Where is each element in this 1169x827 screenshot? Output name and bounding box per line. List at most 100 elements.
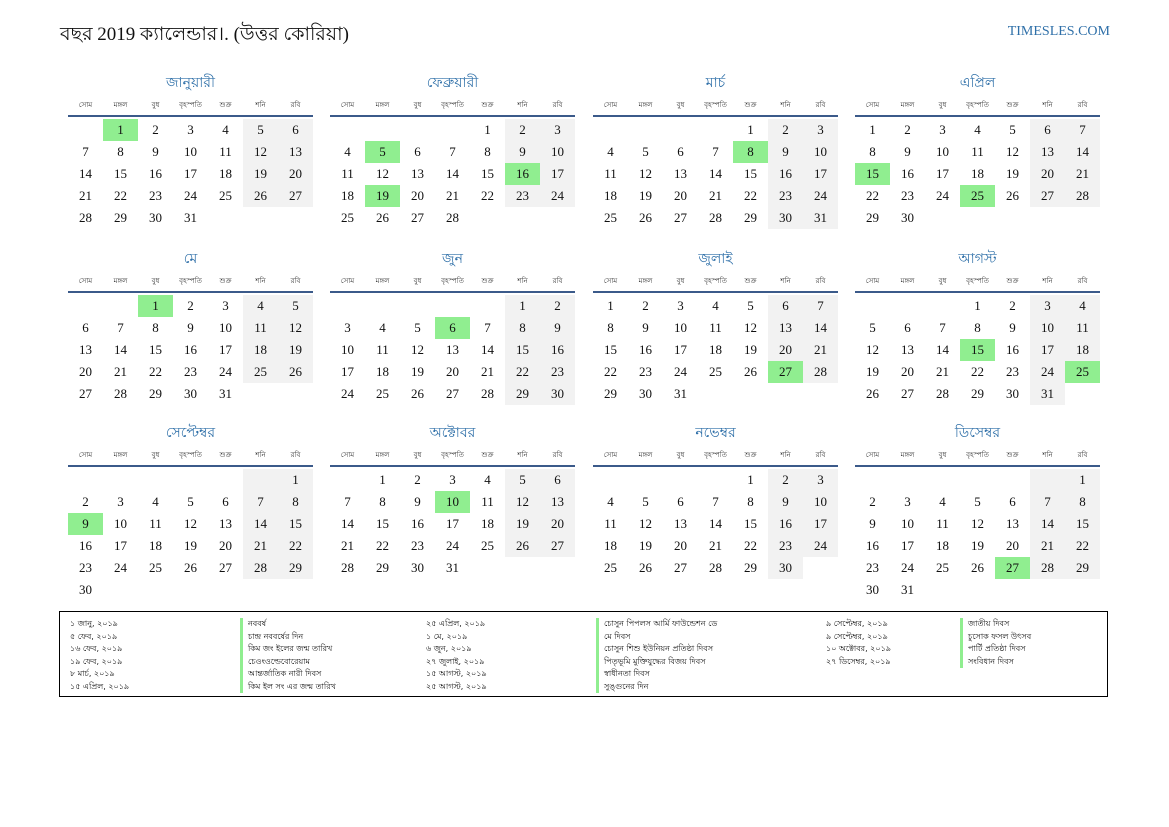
weekday-label: শনি [255, 277, 266, 285]
day-cell: 9 [768, 141, 803, 163]
day-cell: 16 [768, 513, 803, 535]
holiday-name: সংবিধান দিবস [960, 655, 1031, 668]
day-cell: 24 [341, 386, 354, 401]
weekday-label: সোম [603, 277, 618, 285]
day-cell: 7 [484, 320, 491, 335]
weekday-label: শুক্র [481, 277, 494, 285]
day-cell: 15 [114, 166, 127, 181]
holiday-date: ৫ ফেব, ২০১৯ [70, 631, 118, 641]
day-cell: 22 [278, 535, 313, 557]
day-cell: 28 [1030, 557, 1065, 579]
weekday-label: বৃহস্পতি [966, 101, 989, 109]
day-cell: 14 [936, 342, 949, 357]
day-cell: 25 [219, 188, 232, 203]
day-cell: 4 [484, 472, 491, 487]
month-8: আগস্ট সোম মঙ্গল বুধ বৃহস্পতি শুক্র শনি রবি 1 2 3 4 5… [855, 248, 1100, 405]
holiday-name: পিতৃভূমি মুক্তিযুদ্ধের বিজয় দিবস [596, 655, 717, 668]
day-cell: 10 [901, 516, 914, 531]
day-cell: 26 [971, 560, 984, 575]
day-cell: 20 [674, 188, 687, 203]
weekday-label: সোম [865, 277, 880, 285]
month-title: জুন [442, 251, 463, 267]
empty-day-cell [243, 469, 278, 491]
day-cell: 20 [1030, 163, 1065, 185]
day-cell: 6 [414, 144, 421, 159]
day-cell: 17 [803, 513, 838, 535]
day-cell: 5 [869, 320, 876, 335]
empty-day-cell [435, 119, 470, 141]
day-cell: 12 [505, 491, 540, 513]
weekday-header: সোম মঙ্গল বুধ বৃহস্পতি শুক্র শনি রবি [330, 98, 575, 117]
weekday-label: বৃহস্পতি [179, 451, 202, 459]
day-cell: 19 [744, 342, 757, 357]
day-cell: 6 [904, 320, 911, 335]
day-cell: 24 [184, 188, 197, 203]
day-cell: 13 [674, 166, 687, 181]
day-cell: 20 [1006, 538, 1019, 553]
empty-day-cell [593, 119, 628, 141]
day-cell: 9 [642, 320, 649, 335]
day-cell: 18 [604, 538, 617, 553]
day-cell: 17 [114, 538, 127, 553]
weekday-label: বুধ [151, 451, 160, 459]
day-cell: 2 [505, 119, 540, 141]
day-cell: 13 [219, 516, 232, 531]
day-cell: 18 [1065, 339, 1100, 361]
day-cell: 16 [79, 538, 92, 553]
holiday-date: ১৯ ফেব, ২০১৯ [70, 656, 123, 666]
month-title: অক্টোবর [429, 425, 476, 441]
weekday-label: রবি [552, 101, 563, 109]
day-cell: 15 [960, 339, 995, 361]
day-cell: 14 [709, 516, 722, 531]
day-cell: 23 [1006, 364, 1019, 379]
weekday-label: মঙ্গল [638, 101, 653, 109]
weekday-label: সোম [865, 101, 880, 109]
day-cell: 4 [152, 494, 159, 509]
day-cell: 11 [341, 166, 354, 181]
weekday-label: সোম [78, 101, 93, 109]
day-cell: 14 [803, 317, 838, 339]
weekday-header: সোম মঙ্গল বুধ বৃহস্পতি শুক্র শনি রবি [593, 274, 838, 293]
day-cell: 23 [505, 185, 540, 207]
weekday-header: সোম মঙ্গল বুধ বৃহস্পতি শুক্র শনি রবি [68, 98, 313, 117]
weekday-label: রবি [1077, 101, 1088, 109]
day-cell: 28 [1065, 185, 1100, 207]
weekday-label: রবি [815, 451, 826, 459]
holiday-legend: ১ জানু, ২০১৯ ৫ ফেব, ২০১৯ ১৬ ফেব, ২০১৯ ১৯ ফে… [59, 611, 1108, 697]
day-cell: 12 [866, 342, 879, 357]
day-cell: 7 [803, 295, 838, 317]
day-cell: 3 [187, 122, 194, 137]
day-cell: 24 [219, 364, 232, 379]
weekday-label: মঙ্গল [638, 277, 653, 285]
day-cell: 1 [505, 295, 540, 317]
day-cell: 25 [481, 538, 494, 553]
day-cell: 21 [243, 535, 278, 557]
day-cell: 19 [278, 339, 313, 361]
holiday-date: ২৫ এপ্রিল, ২০১৯ [426, 619, 486, 628]
day-cell: 16 [1006, 342, 1019, 357]
weekday-header: সোম মঙ্গল বুধ বৃহস্পতি শুক্র শনি রবি [855, 98, 1100, 117]
empty-day-cell [330, 119, 365, 141]
weekday-label: শনি [517, 451, 528, 459]
empty-day-cell [365, 295, 400, 317]
day-cell: 14 [79, 166, 92, 181]
day-cell: 5 [747, 298, 754, 313]
weekday-label: বুধ [938, 451, 947, 459]
day-cell: 10 [219, 320, 232, 335]
day-cell: 31 [901, 582, 914, 597]
holiday-name: চেওংওল্ডেবোরেয়াম [240, 655, 336, 668]
day-cell: 3 [677, 298, 684, 313]
empty-day-cell [1030, 469, 1065, 491]
day-cell: 25 [960, 185, 995, 207]
day-cell: 1 [379, 472, 386, 487]
day-cell: 7 [1030, 491, 1065, 513]
empty-day-cell [663, 469, 698, 491]
day-cell: 13 [901, 342, 914, 357]
day-cell: 30 [1006, 386, 1019, 401]
day-cell: 5 [187, 494, 194, 509]
day-cell: 27 [1030, 185, 1065, 207]
month-title: ফেব্রুয়ারী [426, 75, 479, 91]
day-grid: 1 2 3 4 5 6 7 8 9 10 11 12 13 14 15 16 17 18 19 20 21 22 23 24 2… [855, 295, 1100, 405]
day-cell: 25 [341, 210, 354, 225]
site-link[interactable]: TIMESLES.COM [1007, 24, 1110, 39]
